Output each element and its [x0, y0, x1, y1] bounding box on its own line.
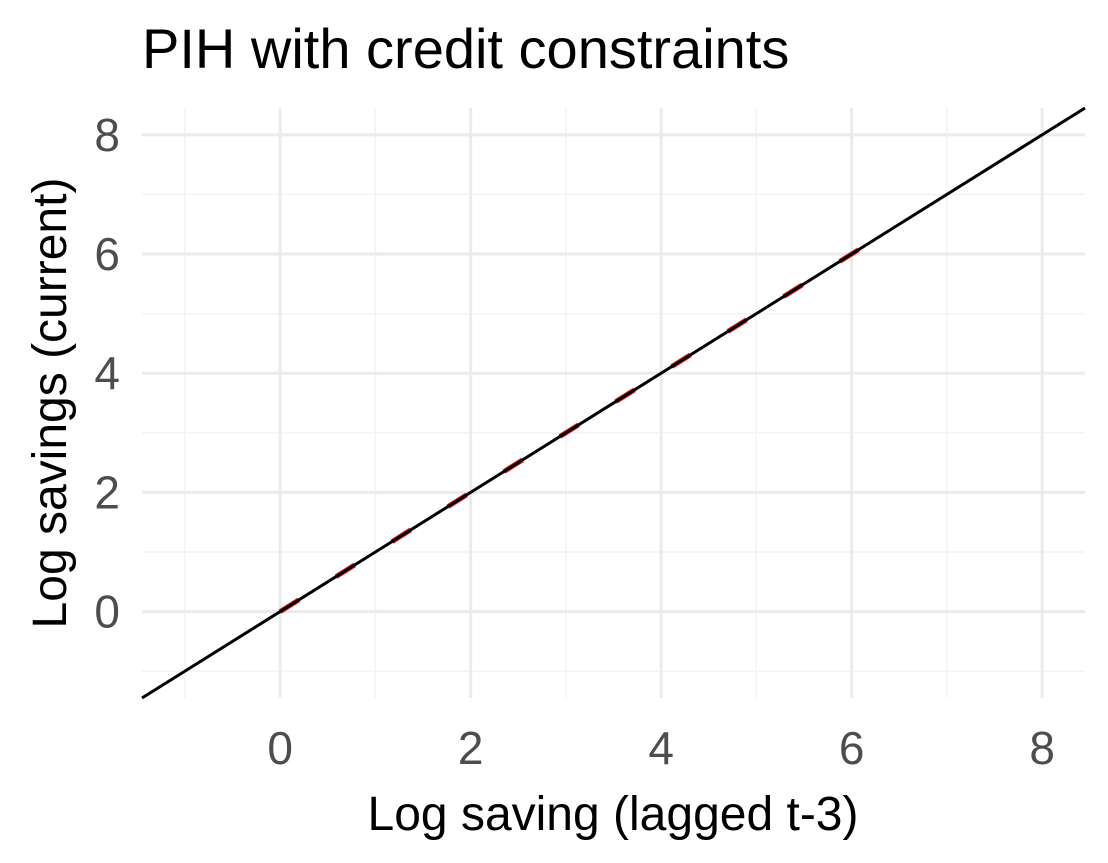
- grid-major: [142, 108, 1085, 698]
- x-axis-label: Log saving (lagged t-3): [368, 788, 859, 841]
- y-tick-labels: 0 2 4 6 8: [94, 109, 120, 638]
- x-tick-label: 8: [1029, 722, 1055, 774]
- x-tick-label: 2: [458, 722, 484, 774]
- x-tick-label: 4: [648, 722, 674, 774]
- x-tick-label: 0: [267, 722, 293, 774]
- x-tick-label: 6: [839, 722, 865, 774]
- y-tick-label: 6: [94, 228, 120, 280]
- y-tick-label: 8: [94, 109, 120, 161]
- y-tick-label: 4: [94, 347, 120, 399]
- y-tick-label: 0: [94, 586, 120, 638]
- x-tick-labels: 0 2 4 6 8: [267, 722, 1055, 774]
- y-axis-label: Log savings (current): [24, 178, 77, 629]
- series-line-solid: [141, 106, 1086, 700]
- grid-minor: [142, 108, 1085, 698]
- y-tick-label: 2: [94, 466, 120, 518]
- chart-title: PIH with credit constraints: [142, 17, 789, 80]
- series-layer: [141, 106, 1086, 700]
